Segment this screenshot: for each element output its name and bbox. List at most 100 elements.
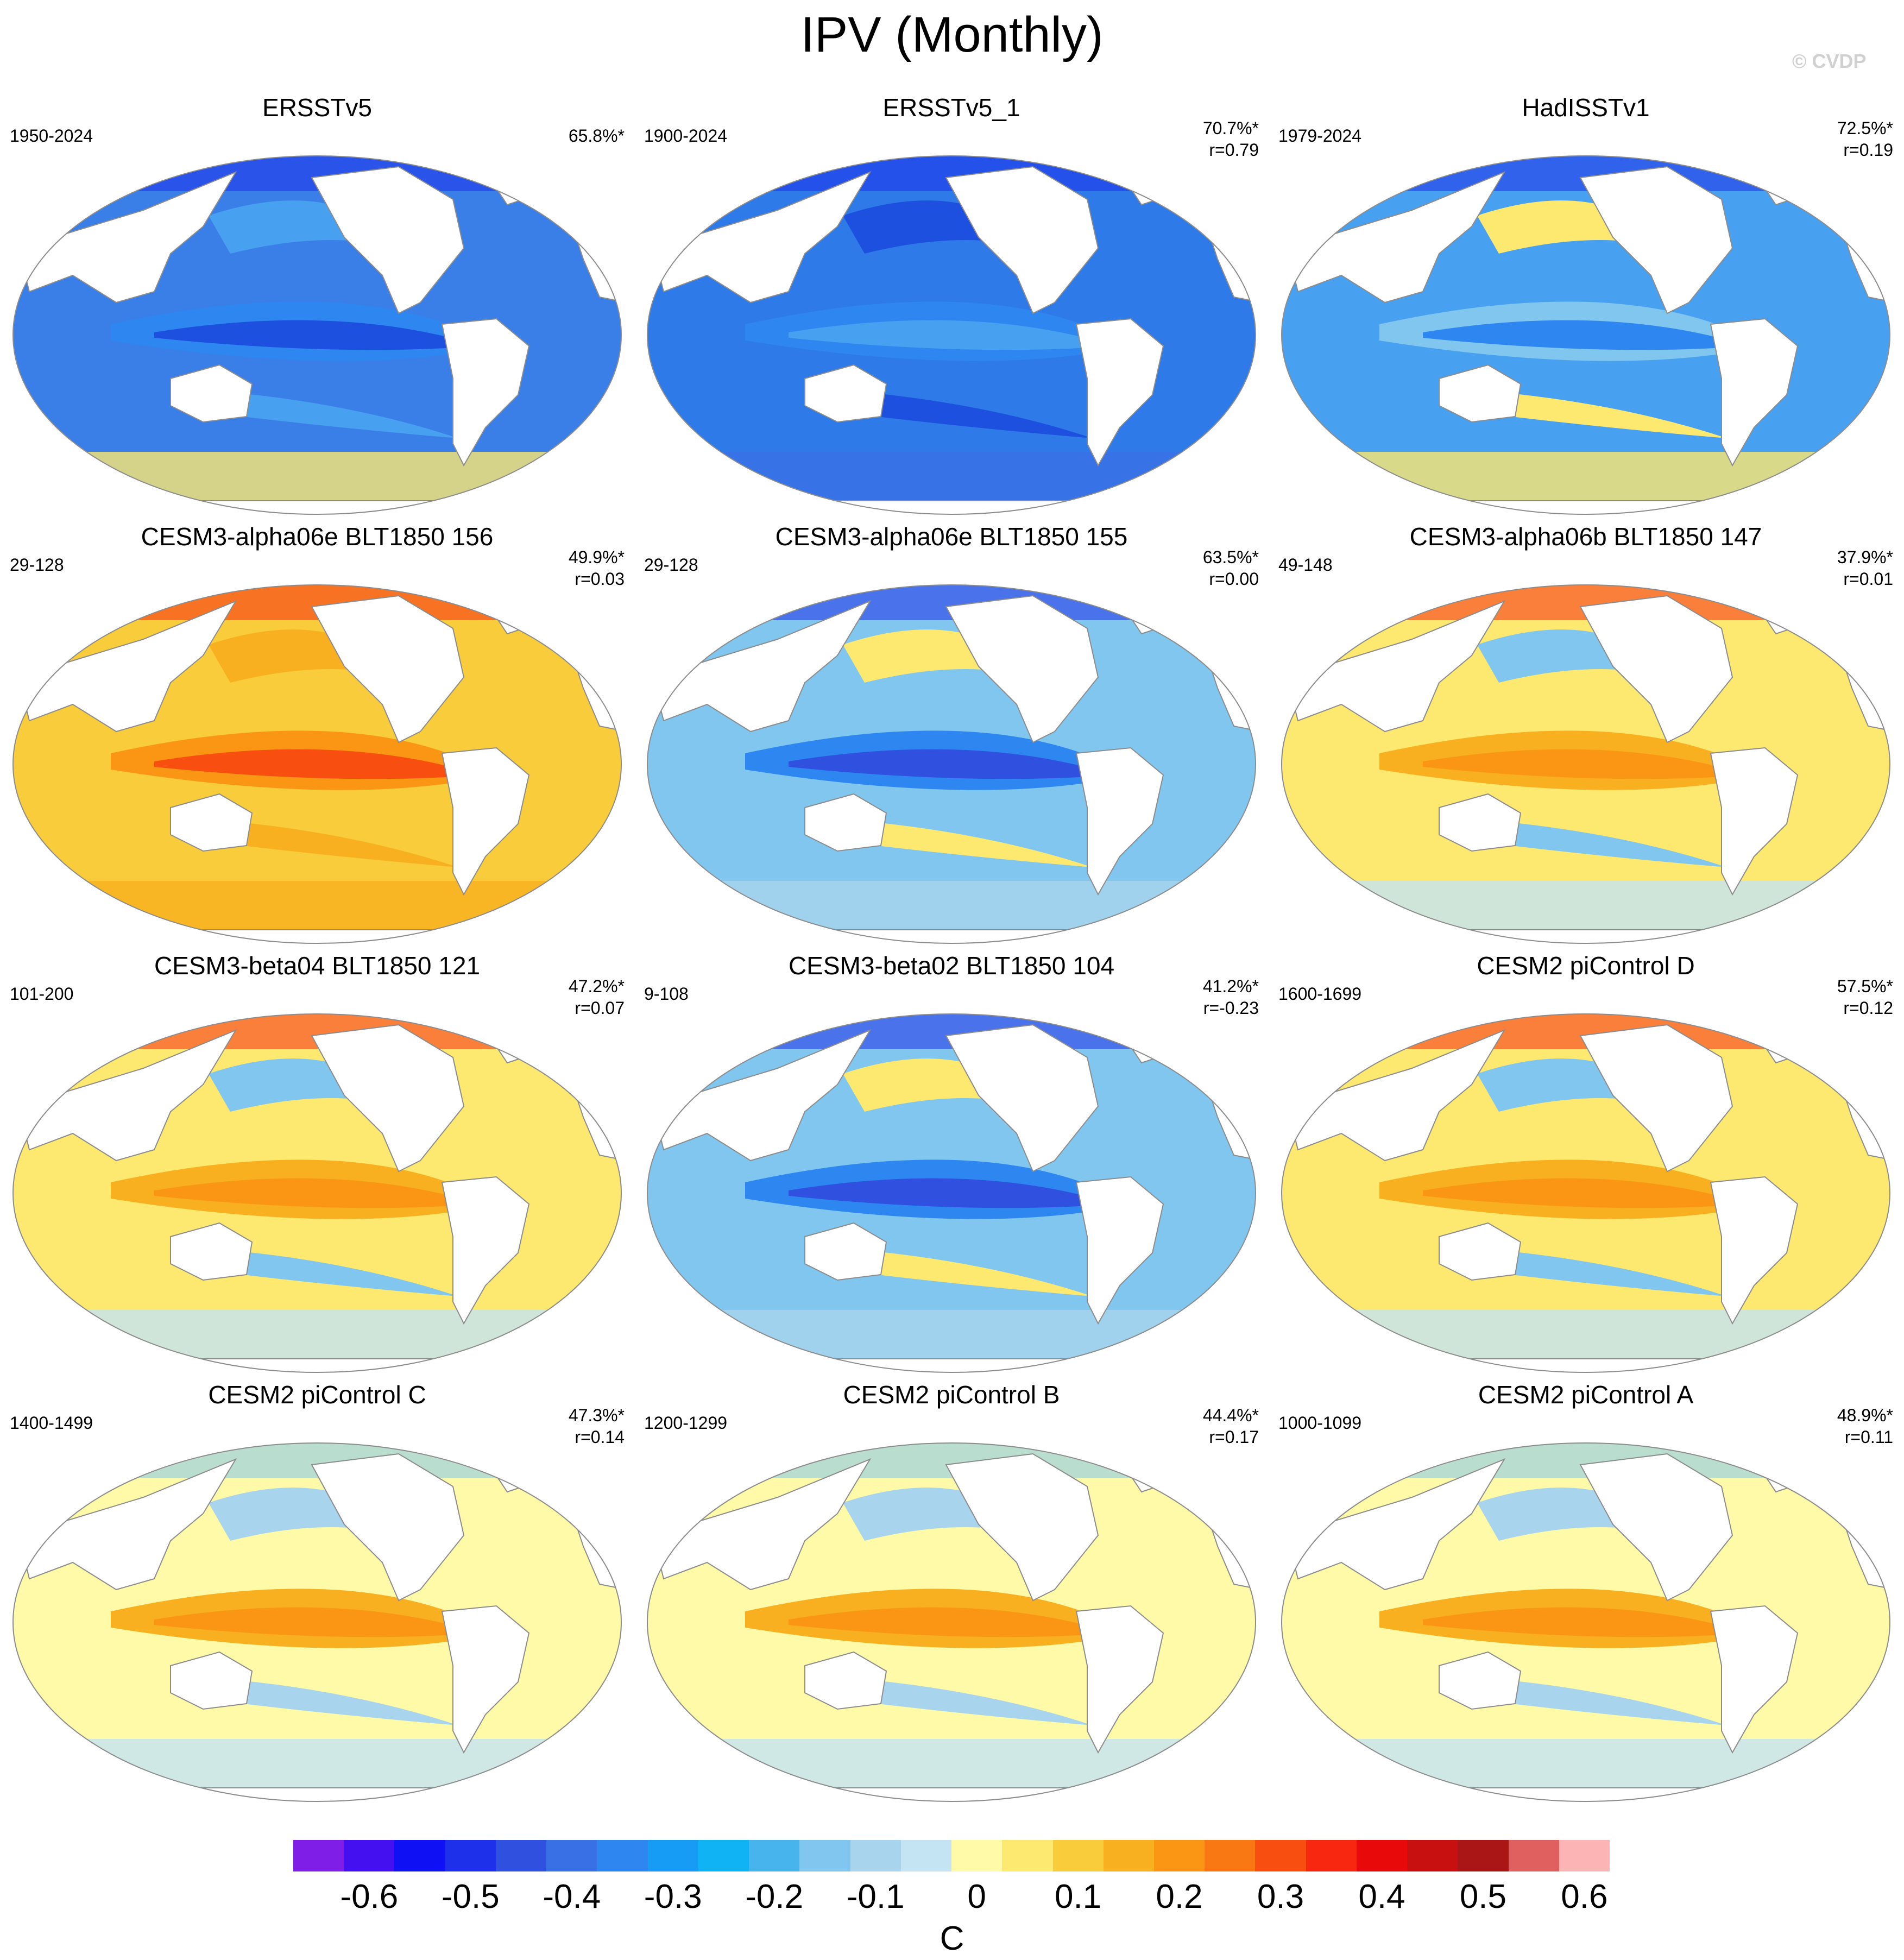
panel-variance-explained: 63.5%* — [1202, 547, 1259, 567]
landmass — [311, 166, 465, 314]
landmass — [1710, 318, 1799, 467]
panel-title: CESM2 piControl D — [1477, 951, 1695, 980]
panel-period: 1600-1699 — [1278, 984, 1362, 1004]
panel-pattern-correlation: r=0.19 — [1843, 140, 1893, 160]
panel-title: CESM3-alpha06e BLT1850 156 — [141, 522, 494, 551]
map-panel: CESM3-alpha06e BLT1850 155 29-128 63.5%* r=… — [634, 521, 1269, 950]
watermark: © CVDP — [1792, 50, 1867, 72]
panel-pattern-correlation: r=0.17 — [1209, 1427, 1259, 1447]
landmass — [804, 1222, 887, 1281]
landmass — [1286, 600, 1506, 733]
figure-title: IPV (Monthly) — [800, 7, 1104, 62]
landmass — [945, 595, 1099, 743]
colorbar-tick-label: -0.6 — [340, 1878, 399, 1915]
colorbar-swatch — [1255, 1840, 1306, 1871]
colorbar-tick-label: 0 — [967, 1878, 986, 1915]
landmass — [1439, 364, 1522, 423]
colorbar-tick-label: 0.4 — [1358, 1878, 1405, 1915]
panel-title: CESM2 piControl C — [208, 1381, 426, 1409]
landmass — [311, 1024, 465, 1173]
robinson-map — [12, 155, 622, 515]
colorbar-swatch — [1153, 1840, 1205, 1871]
robinson-map — [647, 1013, 1256, 1373]
robinson-map — [647, 155, 1256, 515]
colorbar-swatch — [293, 1840, 344, 1871]
robinson-map — [1281, 1442, 1890, 1802]
colorbar-tick-label: 0.1 — [1054, 1878, 1102, 1915]
panel-period: 1900-2024 — [644, 126, 728, 146]
map-panel: CESM3-alpha06b BLT1850 147 49-148 37.9%* r=… — [1269, 521, 1903, 950]
colorbar-swatch — [900, 1840, 952, 1871]
panel-variance-explained: 48.9%* — [1837, 1406, 1893, 1425]
landmass — [1286, 1458, 1506, 1591]
landmass — [1075, 318, 1164, 467]
landmass — [652, 171, 872, 304]
panel-variance-explained: 47.3%* — [568, 1406, 625, 1425]
panel-period: 1400-1499 — [10, 1413, 93, 1433]
colorbar-swatch — [1052, 1840, 1104, 1871]
landmass — [1286, 1029, 1506, 1162]
panel-title: CESM3-beta02 BLT1850 104 — [788, 951, 1115, 980]
panel-pattern-correlation: r=0.12 — [1843, 998, 1893, 1018]
landmass — [17, 600, 237, 733]
colorbar-tick-label: 0.2 — [1156, 1878, 1203, 1915]
colorbar-swatch — [445, 1840, 496, 1871]
landmass — [804, 793, 887, 852]
landmass — [441, 1605, 530, 1754]
panel-period: 49-148 — [1278, 555, 1333, 575]
landmass — [1579, 166, 1733, 314]
panel-period: 1979-2024 — [1278, 126, 1362, 146]
colorbar-swatch — [495, 1840, 547, 1871]
panel-period: 1000-1099 — [1278, 1413, 1362, 1433]
panel-period: 29-128 — [10, 555, 64, 575]
colorbar-swatch — [1458, 1840, 1509, 1871]
landmass — [1710, 747, 1799, 896]
landmass — [17, 1458, 237, 1591]
landmass — [945, 1453, 1099, 1602]
panel-pattern-correlation: r=0.14 — [575, 1427, 625, 1447]
robinson-map — [1281, 1013, 1890, 1373]
panel-pattern-correlation: r=0.07 — [575, 998, 625, 1018]
colorbar-tick-label: 0.3 — [1257, 1878, 1304, 1915]
colorbar-swatch — [1356, 1840, 1408, 1871]
landmass — [804, 364, 887, 423]
landmass — [1075, 1605, 1164, 1754]
landmass — [945, 166, 1099, 314]
colorbar-tick-label: -0.2 — [745, 1878, 804, 1915]
landmass — [1075, 747, 1164, 896]
colorbar-swatch — [749, 1840, 800, 1871]
robinson-map — [1281, 584, 1890, 944]
colorbar — [293, 1840, 1610, 1871]
colorbar-tick-label: 0.5 — [1459, 1878, 1507, 1915]
panel-pattern-correlation: r=0.11 — [1844, 1427, 1893, 1447]
robinson-map — [12, 584, 622, 944]
colorbar-tick-label: 0.6 — [1561, 1878, 1608, 1915]
robinson-map — [1281, 155, 1890, 515]
landmass — [945, 1024, 1099, 1173]
colorbar-swatch — [344, 1840, 395, 1871]
landmass — [1439, 793, 1522, 852]
colorbar-swatch — [1103, 1840, 1154, 1871]
colorbar-swatch — [1205, 1840, 1256, 1871]
panel-title: CESM3-alpha06e BLT1850 155 — [775, 522, 1128, 551]
map-panel: ERSSTv5 1950-2024 65.8%* — [0, 92, 634, 521]
landmass — [441, 318, 530, 467]
panel-variance-explained: 72.5%* — [1837, 118, 1893, 138]
landmass — [804, 1651, 887, 1710]
panel-period: 101-200 — [10, 984, 74, 1004]
colorbar-unit: C — [940, 1920, 964, 1957]
robinson-map — [12, 1442, 622, 1802]
map-panel: CESM2 piControl B 1200-1299 44.4%* r=0.17 — [634, 1379, 1269, 1808]
colorbar-swatch — [698, 1840, 749, 1871]
colorbar-tick-label: -0.3 — [644, 1878, 702, 1915]
landmass — [17, 1029, 237, 1162]
landmass — [1579, 595, 1733, 743]
panel-variance-explained: 65.8%* — [568, 126, 625, 146]
colorbar-swatch — [394, 1840, 445, 1871]
landmass — [1439, 1222, 1522, 1281]
colorbar-swatch — [799, 1840, 850, 1871]
panel-title: CESM3-beta04 BLT1850 121 — [154, 951, 481, 980]
panel-variance-explained: 70.7%* — [1202, 118, 1259, 138]
panel-period: 9-108 — [644, 984, 689, 1004]
colorbar-swatch — [597, 1840, 648, 1871]
